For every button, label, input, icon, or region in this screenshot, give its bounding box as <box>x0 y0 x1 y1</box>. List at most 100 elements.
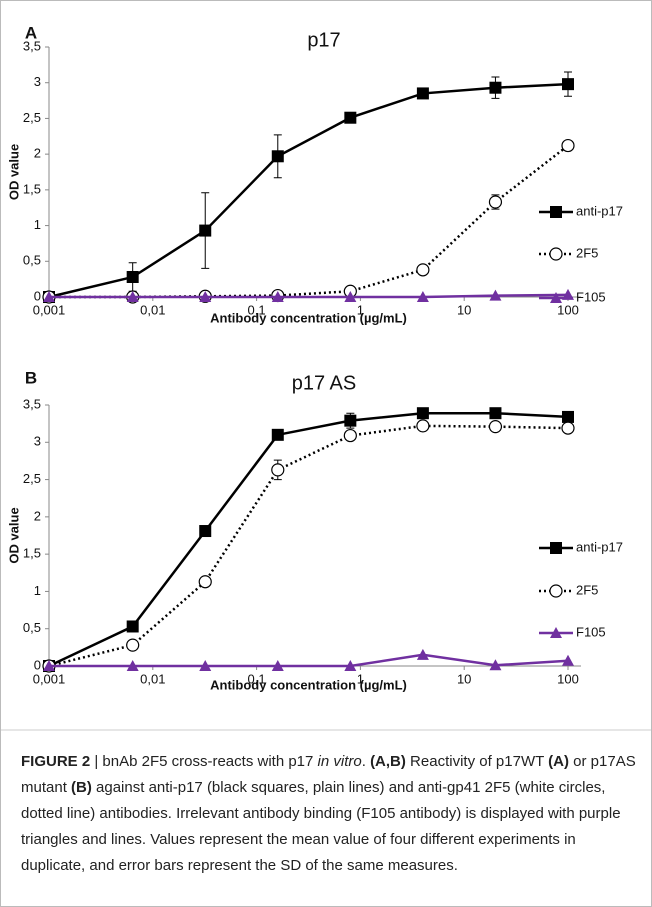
marker <box>271 291 284 302</box>
x-tick-label: 0,1 <box>248 302 266 317</box>
marker <box>343 428 357 443</box>
y-axis-label: OD value <box>6 144 21 200</box>
x-tick-label: 0,001 <box>33 302 66 317</box>
caption-run: Reactivity of p17WT <box>405 753 549 770</box>
y-tick-label: 3,5 <box>23 38 41 53</box>
marker <box>271 150 284 163</box>
marker <box>562 410 574 423</box>
marker <box>488 420 503 434</box>
y-tick-label: 3,5 <box>23 396 41 411</box>
marker <box>416 291 429 302</box>
marker <box>199 224 212 237</box>
legend-label: 2F5 <box>576 582 598 597</box>
legend-marker <box>549 584 563 598</box>
marker <box>43 660 55 671</box>
x-tick-label: 0,1 <box>248 671 266 686</box>
marker <box>199 525 212 538</box>
legend-label: 2F5 <box>576 245 598 260</box>
x-tick-label: 0,001 <box>33 671 66 686</box>
marker <box>126 271 139 283</box>
marker <box>344 291 357 302</box>
y-tick-label: 1 <box>34 583 41 598</box>
caption-run: | bnAb 2F5 cross-reacts with p17 <box>90 753 318 770</box>
y-tick-label: 1,5 <box>23 181 41 196</box>
marker <box>416 87 429 100</box>
caption-run: . <box>361 753 371 770</box>
legend-marker <box>550 292 562 303</box>
x-axis-label: Antibody concentration (µg/mL) <box>210 310 407 325</box>
legend-label: anti-p17 <box>576 203 623 218</box>
y-tick-label: 2,5 <box>23 110 41 125</box>
caption-run: or p17AS mutant <box>21 753 636 796</box>
marker <box>344 111 357 124</box>
x-tick-label: 100 <box>557 671 579 686</box>
marker <box>489 289 502 301</box>
y-tick-label: 0 <box>34 288 41 303</box>
legend-marker <box>550 542 562 554</box>
marker <box>416 407 429 420</box>
marker <box>344 414 357 427</box>
legend-label: anti-p17 <box>576 539 623 554</box>
legend-marker <box>550 627 562 638</box>
series-line <box>48 424 569 668</box>
caption-run: against anti-p17 (black squares, plain l… <box>21 779 621 874</box>
y-tick-label: 2,5 <box>23 471 41 486</box>
caption-run: FIGURE 2 <box>21 753 91 770</box>
y-tick-label: 0,5 <box>23 253 41 268</box>
series-line <box>48 82 569 299</box>
caption-run: in vitro <box>317 753 362 770</box>
legend-label: F105 <box>576 624 606 639</box>
chart-title: p17 AS <box>292 372 357 394</box>
x-axis-label: Antibody concentration (µg/mL) <box>210 677 407 692</box>
y-tick-label: 1,5 <box>23 546 41 561</box>
series-line <box>48 411 569 668</box>
y-tick-label: 0,5 <box>23 620 41 635</box>
y-tick-label: 2 <box>34 146 41 161</box>
series-line <box>49 653 569 668</box>
marker <box>126 660 139 671</box>
marker <box>416 263 430 277</box>
marker <box>271 660 284 671</box>
marker <box>562 78 574 91</box>
marker <box>126 638 140 652</box>
marker <box>126 620 139 633</box>
x-tick-label: 0,01 <box>140 671 165 686</box>
marker <box>561 138 575 153</box>
marker <box>271 463 285 477</box>
series-line <box>49 293 569 299</box>
y-tick-label: 3 <box>34 74 41 89</box>
legend-marker <box>550 206 562 218</box>
panel-label: B <box>25 368 37 387</box>
marker <box>271 428 284 441</box>
chart-title: p17 <box>307 29 340 51</box>
y-tick-label: 1 <box>34 217 41 232</box>
caption: FIGURE 2 | bnAb 2F5 cross-reacts with p1… <box>21 749 636 879</box>
marker <box>416 419 430 433</box>
x-tick-label: 1 <box>357 302 364 317</box>
caption-run: (A) <box>548 753 569 770</box>
marker <box>43 291 55 302</box>
marker <box>561 421 575 435</box>
x-tick-label: 100 <box>557 302 579 317</box>
legend-marker <box>549 247 563 261</box>
marker <box>489 81 502 94</box>
y-tick-label: 2 <box>34 508 41 523</box>
x-tick-label: 1 <box>357 671 364 686</box>
caption-run: (A,B) <box>370 753 406 770</box>
marker <box>199 291 212 302</box>
x-tick-label: 0,01 <box>140 302 165 317</box>
y-axis-label: OD value <box>6 507 21 563</box>
marker <box>488 195 503 209</box>
marker <box>562 654 574 666</box>
x-tick-label: 10 <box>457 671 471 686</box>
caption-run: (B) <box>71 779 92 796</box>
x-tick-label: 10 <box>457 302 471 317</box>
marker <box>126 291 139 302</box>
marker <box>489 407 502 420</box>
marker <box>489 659 502 671</box>
panel-label: A <box>25 23 37 42</box>
legend-label: F105 <box>576 289 606 304</box>
y-tick-label: 3 <box>34 434 41 449</box>
